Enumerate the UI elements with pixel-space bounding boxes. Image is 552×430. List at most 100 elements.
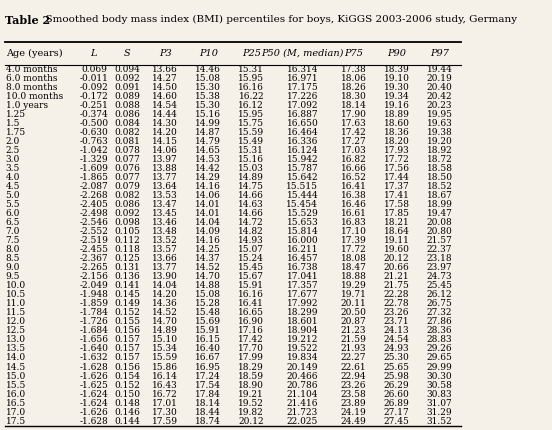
Text: P10: P10 — [199, 49, 218, 58]
Text: 15.454: 15.454 — [286, 200, 319, 209]
Text: 16.738: 16.738 — [286, 263, 318, 272]
Text: -1.632: -1.632 — [79, 353, 108, 362]
Text: 17.27: 17.27 — [341, 137, 367, 146]
Text: 18.92: 18.92 — [427, 146, 453, 155]
Text: 21.416: 21.416 — [286, 399, 318, 408]
Text: 20.466: 20.466 — [286, 372, 318, 381]
Text: -1.784: -1.784 — [79, 308, 108, 317]
Text: 14.70: 14.70 — [195, 272, 221, 281]
Text: 17.16: 17.16 — [238, 326, 264, 335]
Text: -1.624: -1.624 — [79, 399, 108, 408]
Text: 21.104: 21.104 — [286, 390, 318, 399]
Text: -0.172: -0.172 — [79, 92, 108, 101]
Text: 13.52: 13.52 — [152, 236, 178, 245]
Text: 15.07: 15.07 — [238, 245, 264, 254]
Text: -0.251: -0.251 — [79, 101, 108, 110]
Text: 13.53: 13.53 — [152, 191, 178, 200]
Text: 17.59: 17.59 — [152, 417, 178, 426]
Text: 14.01: 14.01 — [195, 209, 221, 218]
Text: 18.64: 18.64 — [384, 227, 410, 236]
Text: 0.089: 0.089 — [114, 92, 140, 101]
Text: 6.5: 6.5 — [6, 218, 20, 227]
Text: 18.21: 18.21 — [384, 218, 410, 227]
Text: 0.078: 0.078 — [114, 146, 140, 155]
Text: 18.88: 18.88 — [341, 272, 367, 281]
Text: 14.89: 14.89 — [152, 326, 178, 335]
Text: 25.65: 25.65 — [384, 362, 410, 372]
Text: 5.0: 5.0 — [6, 191, 20, 200]
Text: 20.12: 20.12 — [384, 254, 409, 263]
Text: -2.405: -2.405 — [79, 200, 108, 209]
Text: 14.65: 14.65 — [195, 146, 221, 155]
Text: 16.95: 16.95 — [195, 362, 221, 372]
Text: 18.06: 18.06 — [341, 74, 367, 83]
Text: 0.076: 0.076 — [114, 164, 140, 173]
Text: 17.42: 17.42 — [238, 335, 264, 344]
Text: 16.15: 16.15 — [195, 335, 221, 344]
Text: 14.87: 14.87 — [195, 128, 221, 137]
Text: 13.46: 13.46 — [152, 218, 178, 227]
Text: 14.16: 14.16 — [195, 182, 221, 191]
Text: 18.50: 18.50 — [427, 173, 453, 182]
Text: 0.157: 0.157 — [114, 353, 140, 362]
Text: 16.72: 16.72 — [152, 390, 178, 399]
Text: 17.041: 17.041 — [286, 272, 318, 281]
Text: 15.95: 15.95 — [238, 110, 264, 119]
Text: 0.092: 0.092 — [114, 74, 140, 83]
Text: 20.12: 20.12 — [238, 417, 264, 426]
Text: 19.52: 19.52 — [238, 399, 264, 408]
Text: 26.12: 26.12 — [427, 290, 453, 299]
Text: 0.144: 0.144 — [114, 417, 140, 426]
Text: 18.89: 18.89 — [384, 110, 410, 119]
Text: -1.859: -1.859 — [79, 299, 108, 308]
Text: -1.640: -1.640 — [79, 344, 108, 353]
Text: 1.0 years: 1.0 years — [6, 101, 47, 110]
Text: 14.66: 14.66 — [238, 191, 264, 200]
Text: 30.30: 30.30 — [427, 372, 453, 381]
Text: -1.628: -1.628 — [79, 362, 108, 372]
Text: 18.904: 18.904 — [286, 326, 318, 335]
Text: 14.5: 14.5 — [6, 362, 26, 372]
Text: 14.79: 14.79 — [195, 137, 221, 146]
Text: 26.60: 26.60 — [384, 390, 410, 399]
Text: 0.086: 0.086 — [114, 200, 140, 209]
Text: 16.16: 16.16 — [238, 290, 264, 299]
Text: 20.23: 20.23 — [427, 101, 452, 110]
Text: 15.34: 15.34 — [152, 344, 178, 353]
Text: 13.88: 13.88 — [152, 164, 178, 173]
Text: 14.50: 14.50 — [152, 83, 178, 92]
Text: 18.299: 18.299 — [286, 308, 318, 317]
Text: 24.73: 24.73 — [427, 272, 453, 281]
Text: 22.28: 22.28 — [384, 290, 409, 299]
Text: -1.948: -1.948 — [79, 290, 108, 299]
Text: 15.10: 15.10 — [152, 335, 178, 344]
Text: 15.515: 15.515 — [286, 182, 319, 191]
Text: 17.24: 17.24 — [195, 372, 221, 381]
Text: 0.149: 0.149 — [114, 299, 140, 308]
Text: 19.212: 19.212 — [286, 335, 318, 344]
Text: 20.19: 20.19 — [427, 74, 453, 83]
Text: 13.77: 13.77 — [152, 173, 178, 182]
Text: 29.26: 29.26 — [427, 344, 453, 353]
Text: 25.45: 25.45 — [427, 281, 453, 290]
Text: 14.82: 14.82 — [238, 227, 264, 236]
Text: 18.30: 18.30 — [341, 92, 367, 101]
Text: -1.865: -1.865 — [79, 173, 108, 182]
Text: 0.148: 0.148 — [114, 399, 140, 408]
Text: -2.367: -2.367 — [79, 254, 108, 263]
Text: 14.06: 14.06 — [152, 146, 178, 155]
Text: 13.0: 13.0 — [6, 335, 25, 344]
Text: 18.08: 18.08 — [341, 254, 367, 263]
Text: 23.71: 23.71 — [384, 317, 409, 326]
Text: 19.16: 19.16 — [384, 101, 410, 110]
Text: -1.609: -1.609 — [79, 164, 108, 173]
Text: 6.0: 6.0 — [6, 209, 20, 218]
Text: 18.14: 18.14 — [341, 101, 367, 110]
Text: 0.154: 0.154 — [114, 372, 140, 381]
Text: 12.0: 12.0 — [6, 317, 25, 326]
Text: -0.011: -0.011 — [79, 74, 108, 83]
Text: 19.29: 19.29 — [341, 281, 367, 290]
Text: 10.0: 10.0 — [6, 281, 26, 290]
Text: 14.99: 14.99 — [195, 119, 221, 128]
Text: 15.787: 15.787 — [286, 164, 319, 173]
